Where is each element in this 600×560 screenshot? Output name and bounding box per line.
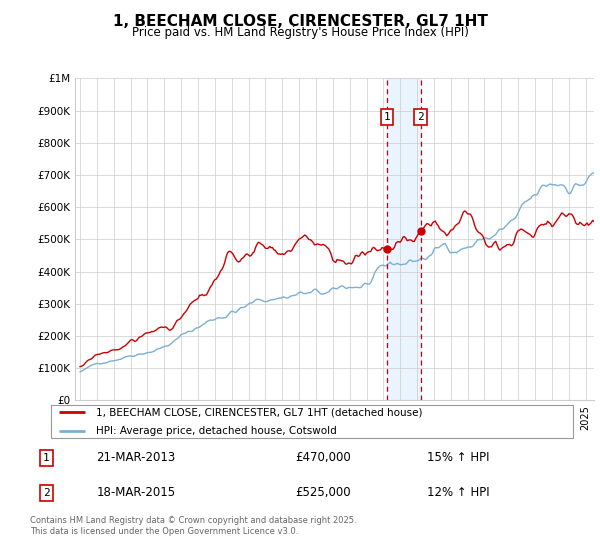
Text: 1, BEECHAM CLOSE, CIRENCESTER, GL7 1HT (detached house): 1, BEECHAM CLOSE, CIRENCESTER, GL7 1HT (…: [95, 407, 422, 417]
Text: 18-MAR-2015: 18-MAR-2015: [96, 486, 175, 500]
Text: £470,000: £470,000: [295, 451, 351, 464]
Text: HPI: Average price, detached house, Cotswold: HPI: Average price, detached house, Cots…: [95, 426, 336, 436]
Text: 2: 2: [43, 488, 50, 498]
Text: 21-MAR-2013: 21-MAR-2013: [96, 451, 175, 464]
Text: 1: 1: [383, 112, 390, 122]
Text: Price paid vs. HM Land Registry's House Price Index (HPI): Price paid vs. HM Land Registry's House …: [131, 26, 469, 39]
Text: 2: 2: [417, 112, 424, 122]
Text: Contains HM Land Registry data © Crown copyright and database right 2025.
This d: Contains HM Land Registry data © Crown c…: [30, 516, 356, 536]
Text: 15% ↑ HPI: 15% ↑ HPI: [427, 451, 490, 464]
Text: 12% ↑ HPI: 12% ↑ HPI: [427, 486, 490, 500]
Text: 1: 1: [43, 453, 50, 463]
FancyBboxPatch shape: [50, 405, 574, 438]
Text: 1, BEECHAM CLOSE, CIRENCESTER, GL7 1HT: 1, BEECHAM CLOSE, CIRENCESTER, GL7 1HT: [113, 14, 487, 29]
Text: £525,000: £525,000: [295, 486, 350, 500]
Bar: [387, 78, 421, 400]
